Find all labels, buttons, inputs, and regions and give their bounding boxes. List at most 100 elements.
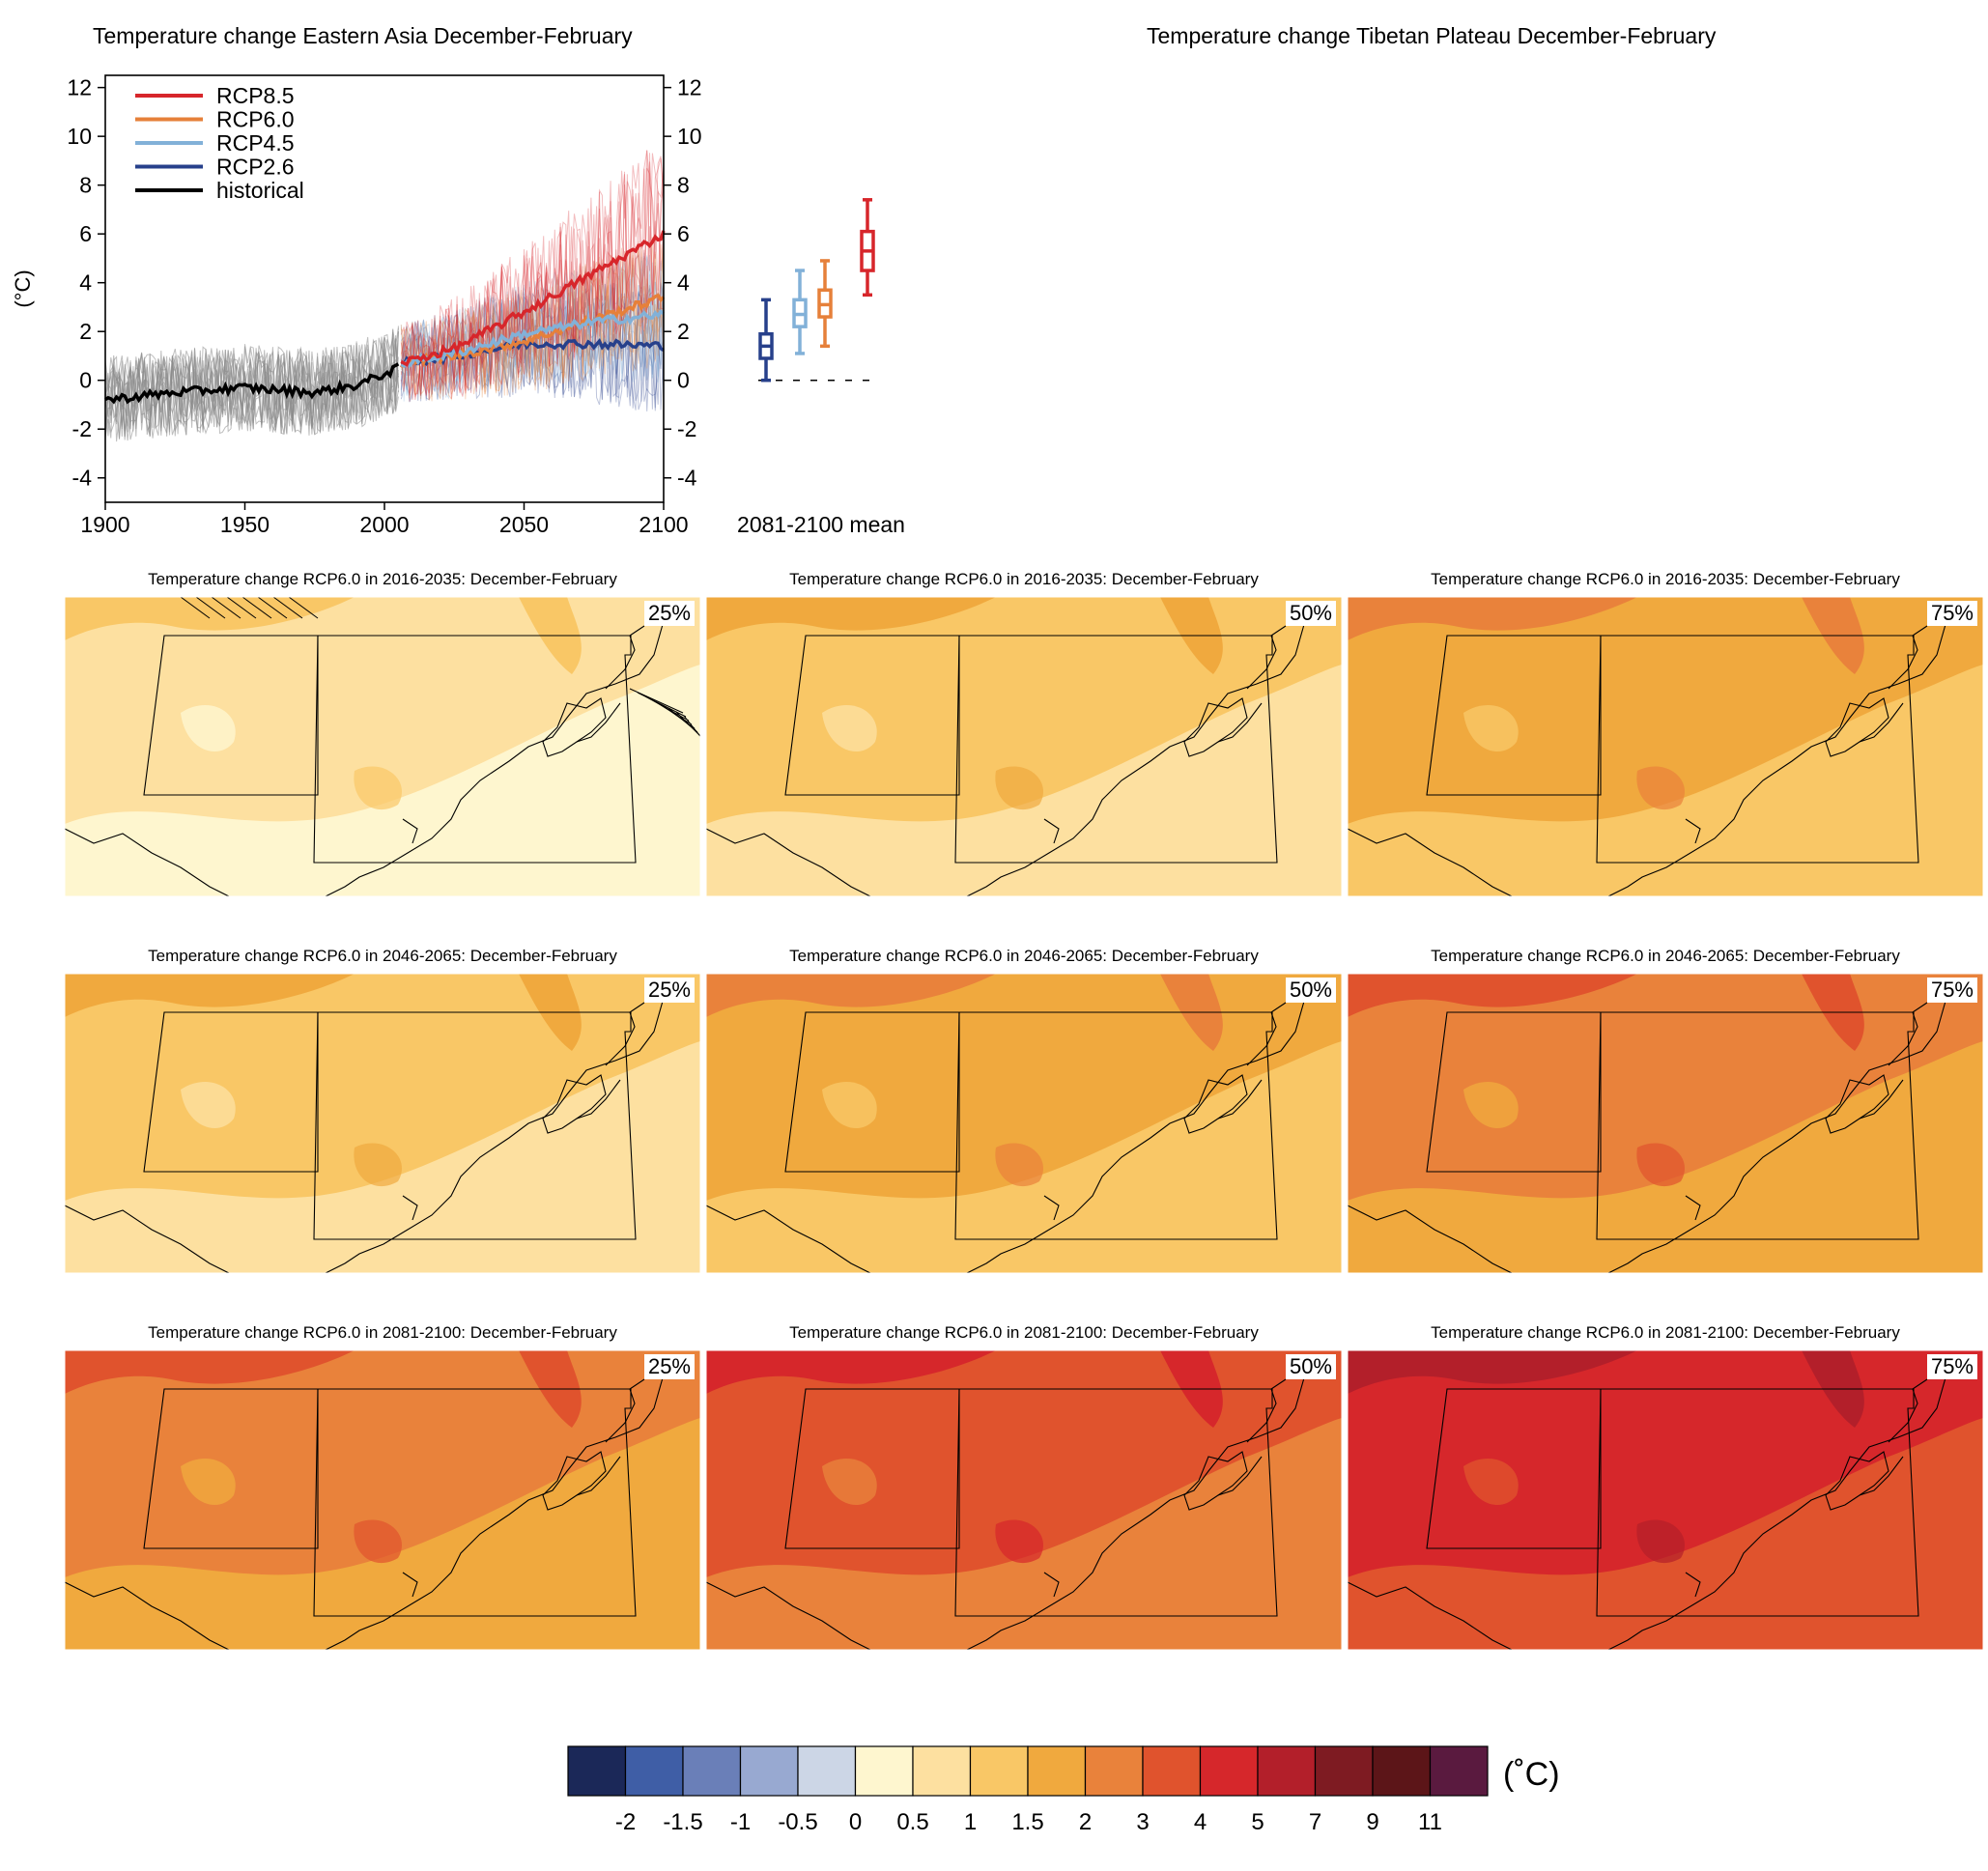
map-panel: Temperature change RCP6.0 in 2016-2035: … xyxy=(65,570,700,937)
coastline-japan xyxy=(1859,625,1928,743)
coastline xyxy=(966,1374,1306,1651)
map-plot xyxy=(706,974,1342,1274)
region-box-eastern-asia xyxy=(1596,1388,1919,1617)
region-box-tibet xyxy=(784,1388,960,1549)
ensemble-member-line xyxy=(401,284,665,404)
colorbar-tick-label: 7 xyxy=(1309,1809,1321,1835)
contour-patch xyxy=(181,1081,236,1128)
colorbar-tick-label: 5 xyxy=(1251,1809,1264,1835)
x-tick-label: 2050 xyxy=(499,512,549,537)
coastline xyxy=(1348,1195,1701,1274)
colorbar-swatch xyxy=(854,1745,914,1797)
ensemble-member-line xyxy=(400,249,665,399)
map-title: Temperature change RCP6.0 in 2016-2035: … xyxy=(148,570,617,588)
legend-label: RCP4.5 xyxy=(216,130,295,156)
map-title: Temperature change RCP6.0 in 2016-2035: … xyxy=(789,570,1259,588)
ensemble-member-line xyxy=(400,150,665,397)
region-box-eastern-asia xyxy=(313,635,637,864)
series-line-historical xyxy=(104,362,400,405)
x-tick-label: 1950 xyxy=(220,512,270,537)
map-plot xyxy=(65,974,700,1274)
coastline xyxy=(1348,1572,1701,1651)
x-tick-label: 2100 xyxy=(639,512,688,537)
percentile-label: 75% xyxy=(1926,1354,1977,1379)
ensemble-member-line xyxy=(104,331,399,440)
region-box-eastern-asia xyxy=(954,1011,1278,1240)
colorbar-swatch xyxy=(1142,1745,1202,1797)
colorbar-swatch xyxy=(797,1745,857,1797)
contour-upper xyxy=(706,597,996,640)
region-box-eastern-asia xyxy=(954,1388,1278,1617)
coastline xyxy=(1607,997,1947,1274)
percentile-label: 25% xyxy=(643,978,695,1003)
map-panel: Temperature change RCP6.0 in 2016-2035: … xyxy=(706,570,1342,937)
map-title: Temperature change RCP6.0 in 2046-2065: … xyxy=(148,947,617,965)
colorbar-tick-label: 0.5 xyxy=(896,1809,928,1835)
region-box-eastern-asia xyxy=(313,1011,637,1240)
coastline xyxy=(966,620,1306,897)
region-box-tibet xyxy=(1426,1011,1602,1173)
coastline xyxy=(65,1572,418,1651)
contour-upper xyxy=(706,974,996,1017)
map-frame xyxy=(706,1350,1342,1651)
region-box-tibet xyxy=(1426,1388,1602,1549)
significance-hatching xyxy=(180,597,700,738)
colorbar-tick-label: 0 xyxy=(849,1809,862,1835)
percentile-label: 50% xyxy=(1285,978,1336,1003)
historical-ensemble xyxy=(104,326,399,442)
y-tick-label: 6 xyxy=(79,221,92,246)
contour-upper xyxy=(65,597,355,640)
colorbar-swatch xyxy=(912,1745,972,1797)
y-tick-label: 0 xyxy=(677,368,690,393)
colorbar-swatch xyxy=(969,1745,1029,1797)
map-frame xyxy=(1348,1350,1983,1651)
map-frame xyxy=(65,974,700,1274)
ensemble-member-line xyxy=(400,156,665,402)
ensemble-member-line xyxy=(400,247,665,401)
region-box-tibet xyxy=(1426,635,1602,796)
contour-patch xyxy=(1463,704,1519,751)
coastline-japan xyxy=(1859,1378,1928,1496)
map-plot xyxy=(706,1350,1342,1651)
contour-patch xyxy=(822,1081,877,1128)
y-tick-label: -4 xyxy=(72,466,93,491)
map-frame xyxy=(706,597,1342,897)
map-title: Temperature change RCP6.0 in 2081-2100: … xyxy=(1431,1323,1900,1342)
contour-patch xyxy=(354,1143,402,1187)
y-tick-label: 10 xyxy=(67,124,92,149)
y-tick-label: -2 xyxy=(72,416,92,441)
x-tick-label: 2000 xyxy=(359,512,409,537)
coastline-japan xyxy=(1217,1378,1287,1496)
map-panel: Temperature change RCP6.0 in 2081-2100: … xyxy=(65,1323,700,1690)
ensemble-member-line xyxy=(400,250,665,400)
hatch-line xyxy=(226,597,257,619)
ensemble-member-line xyxy=(400,260,665,404)
region-box-tibet xyxy=(143,635,319,796)
coastline xyxy=(706,818,1060,897)
colorbar-tick-label: 1 xyxy=(964,1809,977,1835)
ensemble-member-line xyxy=(104,336,399,437)
contour-patch xyxy=(1636,1143,1685,1187)
ts-title: Temperature change Eastern Asia December… xyxy=(93,23,633,48)
map-panel: Temperature change RCP6.0 in 2046-2065: … xyxy=(706,947,1342,1314)
region-box-eastern-asia xyxy=(313,1388,637,1617)
colorbar-swatch xyxy=(1027,1745,1087,1797)
legend-label: RCP2.6 xyxy=(216,155,295,180)
contour-upper xyxy=(1348,597,1637,640)
contour-patch xyxy=(995,1143,1043,1187)
map-title: Temperature change RCP6.0 in 2046-2065: … xyxy=(789,947,1259,965)
map-panel: Temperature change RCP6.0 in 2081-2100: … xyxy=(706,1323,1342,1690)
coastline-japan xyxy=(576,1378,645,1496)
colorbar-tick-label: 2 xyxy=(1079,1809,1092,1835)
region-box-tibet xyxy=(143,1388,319,1549)
ts-chart: -4-4-2-2002244668810101212(°C)1900195020… xyxy=(1066,0,1984,555)
contour-upper xyxy=(65,974,355,1017)
contour-lower xyxy=(65,665,700,896)
map-panel: Temperature change RCP6.0 in 2016-2035: … xyxy=(1348,570,1983,937)
ensemble-member-line xyxy=(400,256,665,399)
map-panel: Temperature change RCP6.0 in 2046-2065: … xyxy=(1348,947,1983,1314)
y-tick-label: -4 xyxy=(677,466,697,491)
map-frame xyxy=(65,597,700,897)
y-tick-label: 12 xyxy=(67,75,92,100)
x-tick-label: 1900 xyxy=(80,512,129,537)
